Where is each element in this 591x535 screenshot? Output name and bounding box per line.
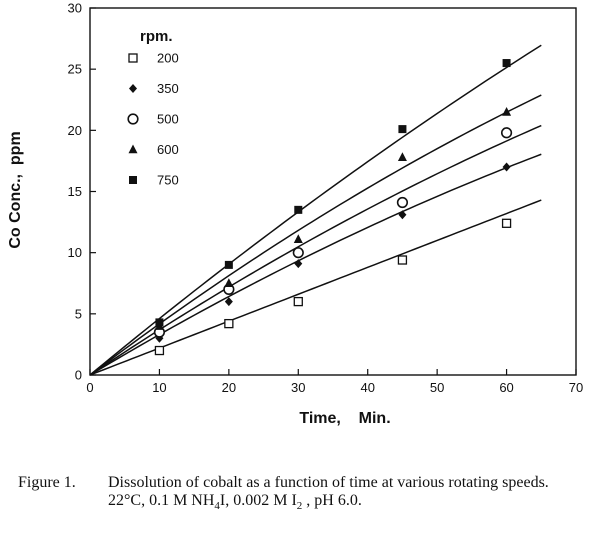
x-axis-title: Time, Min. <box>299 410 390 427</box>
data-point-200 <box>154 345 165 356</box>
co-concentration-chart: 0 5 10 15 20 25 30 0 10 20 30 40 50 60 70 rpm. 200 350… <box>7 1 583 428</box>
data-point-600 <box>502 106 512 116</box>
legend-label-500: 500 <box>157 112 179 127</box>
legend: 200 350 500 600 750 <box>127 51 179 188</box>
fit-curve-200 <box>89 199 542 376</box>
data-points <box>153 59 513 356</box>
data-point-600 <box>224 278 234 288</box>
data-point-600 <box>397 152 407 162</box>
data-point-200 <box>293 296 303 307</box>
legend-label-200: 200 <box>157 51 179 66</box>
fit-curve-600 <box>89 94 542 376</box>
y-tick-label: 0 <box>75 368 82 383</box>
data-point-350 <box>502 162 511 172</box>
y-axis-title: Co Conc., ppm <box>7 131 24 248</box>
caption-label: Figure 1. <box>18 474 76 491</box>
data-point-200 <box>501 218 512 228</box>
fit-curve-350 <box>89 153 542 376</box>
y-tick-label: 25 <box>68 62 82 77</box>
y-tick-label: 15 <box>68 184 82 199</box>
data-point-750 <box>502 59 511 68</box>
x-tick-label: 10 <box>152 380 166 395</box>
x-tick-label: 60 <box>499 380 513 395</box>
legend-label-750: 750 <box>157 173 179 188</box>
data-point-350 <box>398 210 407 220</box>
x-tick-label: 50 <box>430 380 444 395</box>
plot-frame <box>89 7 577 376</box>
data-point-500 <box>500 127 513 139</box>
x-axis-ticks: 0 10 20 30 40 50 60 70 <box>86 369 583 395</box>
x-tick-label: 40 <box>360 380 374 395</box>
legend-marker-350 <box>129 84 137 93</box>
y-tick-label: 30 <box>68 1 82 16</box>
fit-curve-750 <box>89 44 542 376</box>
x-tick-label: 30 <box>291 380 305 395</box>
legend-title: rpm. <box>140 28 173 45</box>
figure-caption: Figure 1. Dissolution of cobalt as a fun… <box>18 474 583 513</box>
legend-marker-500 <box>127 113 139 125</box>
data-point-500 <box>292 247 304 259</box>
data-point-500 <box>396 196 409 209</box>
y-tick-label: 10 <box>68 245 82 260</box>
caption-text: Dissolution of cobalt as a function of t… <box>108 474 583 513</box>
data-point-200 <box>224 318 234 329</box>
x-tick-label: 20 <box>222 380 236 395</box>
caption-conditions: 22°C, 0.1 M NH4I, 0.002 M I2 , pH 6.0. <box>108 492 362 513</box>
data-point-750 <box>224 260 233 269</box>
data-point-750 <box>294 205 303 214</box>
x-tick-label: 70 <box>569 380 583 395</box>
fit-curve-500 <box>89 124 542 376</box>
data-point-200 <box>397 255 408 265</box>
fit-curves <box>89 44 542 376</box>
legend-label-350: 350 <box>157 81 179 96</box>
data-point-750 <box>398 125 407 134</box>
data-point-600 <box>293 234 303 244</box>
legend-marker-750 <box>129 176 137 184</box>
y-tick-label: 20 <box>68 123 82 138</box>
data-point-350 <box>224 297 233 307</box>
caption-line-1: Dissolution of cobalt as a function of t… <box>108 474 549 491</box>
y-tick-label: 5 <box>75 306 82 321</box>
legend-label-600: 600 <box>157 142 179 157</box>
x-tick-label: 0 <box>86 380 93 395</box>
y-axis-ticks: 0 5 10 15 20 25 30 <box>68 1 96 383</box>
data-point-350 <box>294 259 303 269</box>
legend-marker-200 <box>128 53 138 63</box>
data-point-750 <box>155 318 164 327</box>
legend-marker-600 <box>128 144 138 154</box>
